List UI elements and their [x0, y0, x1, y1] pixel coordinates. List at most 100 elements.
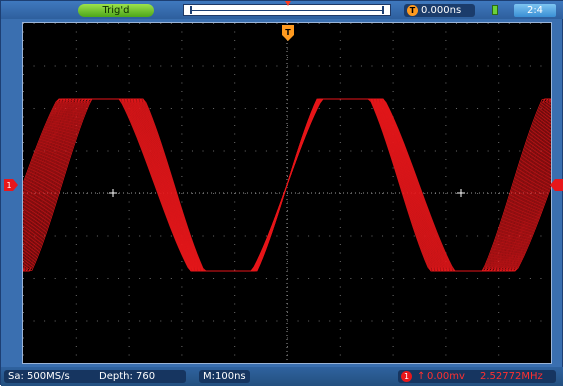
grid-dot: [223, 193, 225, 194]
grid-dot: [445, 295, 447, 296]
grid-dot: [23, 65, 24, 67]
grid-dot: [181, 142, 183, 143]
memory-position-bar[interactable]: [183, 4, 391, 16]
grid-dot: [287, 108, 288, 109]
grid-dot: [202, 320, 204, 322]
grid-dot: [519, 108, 521, 109]
grid-dot: [118, 278, 120, 279]
channel-1-offset-marker-icon[interactable]: 1: [4, 179, 18, 191]
grid-dot: [170, 65, 172, 67]
grid-dot: [540, 150, 542, 152]
grid-dot: [519, 65, 521, 67]
grid-dot: [339, 91, 341, 92]
grid-dot: [339, 210, 341, 211]
svg-text:T: T: [285, 28, 291, 37]
grid-dot: [487, 193, 489, 194]
grid-dot: [287, 329, 288, 330]
grid-dot: [329, 320, 331, 322]
grid-dot: [477, 65, 479, 67]
grid-dot: [508, 23, 510, 24]
grid-dot: [434, 320, 436, 322]
grid-dot: [339, 244, 341, 245]
waveform-display[interactable]: [22, 22, 552, 364]
grid-dot: [445, 48, 447, 50]
grid-dot: [498, 142, 500, 143]
grid-dot: [498, 218, 500, 220]
grid-dot: [287, 337, 288, 339]
grid-dot: [223, 108, 225, 109]
grid-dot: [498, 150, 500, 152]
waveform-sweep: [23, 98, 551, 272]
grid-dot: [118, 23, 120, 24]
grid-dot: [445, 125, 447, 126]
grid-dot: [265, 23, 267, 24]
trigger-info[interactable]: 1 ↑ 0.00mv 2.52772MHz: [398, 370, 556, 383]
grid-dot: [445, 142, 447, 143]
grid-dot: [128, 40, 130, 41]
grid-dot: [540, 23, 542, 24]
grid-dot: [445, 244, 447, 245]
grid-dot: [181, 65, 183, 67]
grid-dot: [75, 201, 77, 203]
grid-dot: [160, 278, 162, 279]
trigger-horizontal-marker-icon[interactable]: T: [282, 25, 294, 41]
grid-dot: [244, 278, 246, 279]
grid-dot: [455, 278, 457, 279]
grid-dot: [392, 74, 394, 75]
grid-dot: [339, 142, 341, 143]
grid-dot: [519, 278, 521, 279]
grid-dot: [339, 116, 341, 118]
grid-dot: [23, 116, 24, 118]
grid-dot: [339, 286, 341, 288]
grid-dot: [128, 286, 130, 288]
grid-dot: [107, 108, 109, 109]
grid-dot: [75, 235, 77, 237]
trigger-level-marker-icon[interactable]: [550, 179, 563, 191]
grid-dot: [96, 193, 98, 194]
grid-dot: [160, 235, 162, 237]
grid-dot: [75, 184, 77, 186]
grid-dot: [297, 108, 299, 109]
grid-dot: [107, 320, 109, 322]
grid-dot: [128, 210, 130, 211]
grid-dot: [287, 116, 288, 118]
channel-1-icon: 1: [401, 371, 412, 382]
grid-dot: [96, 23, 98, 24]
grid-dot: [339, 218, 341, 220]
grid-dot: [128, 235, 130, 237]
grid-dot: [234, 40, 236, 41]
grid-dot: [107, 278, 109, 279]
grid-dot: [75, 278, 77, 279]
time-base[interactable]: M:100ns: [199, 370, 250, 383]
grid-dot: [413, 320, 415, 322]
grid-dot: [234, 227, 236, 228]
grid-dot: [498, 99, 500, 101]
grid-dot: [213, 278, 215, 279]
grid-dot: [181, 40, 183, 41]
grid-dot: [33, 150, 35, 152]
grid-dot: [234, 74, 236, 75]
grid-dot: [234, 150, 236, 152]
grid-dot: [234, 133, 236, 135]
grid-dot: [392, 227, 394, 228]
acquisition-info[interactable]: Sa: 500MS/s Depth: 760: [4, 370, 186, 383]
grid-dot: [75, 210, 77, 211]
grid-dot: [529, 65, 531, 67]
grid-dot: [128, 320, 130, 322]
grid-dot: [128, 218, 130, 220]
grid-dot: [181, 159, 183, 160]
trigger-position-readout[interactable]: T 0.000ns: [404, 4, 475, 17]
grid-dot: [339, 193, 341, 194]
grid-dot: [498, 261, 500, 262]
grid-dot: [75, 244, 77, 245]
grid-dot: [65, 65, 67, 67]
grid-dot: [23, 320, 24, 322]
grid-dot: [540, 278, 542, 279]
grid-dot: [339, 354, 341, 356]
grid-dot: [329, 65, 331, 67]
grid-dot: [276, 278, 278, 279]
grid-dot: [44, 65, 46, 67]
grid-dot: [276, 150, 278, 152]
grid-dot: [308, 108, 310, 109]
grid-dot: [360, 65, 362, 67]
